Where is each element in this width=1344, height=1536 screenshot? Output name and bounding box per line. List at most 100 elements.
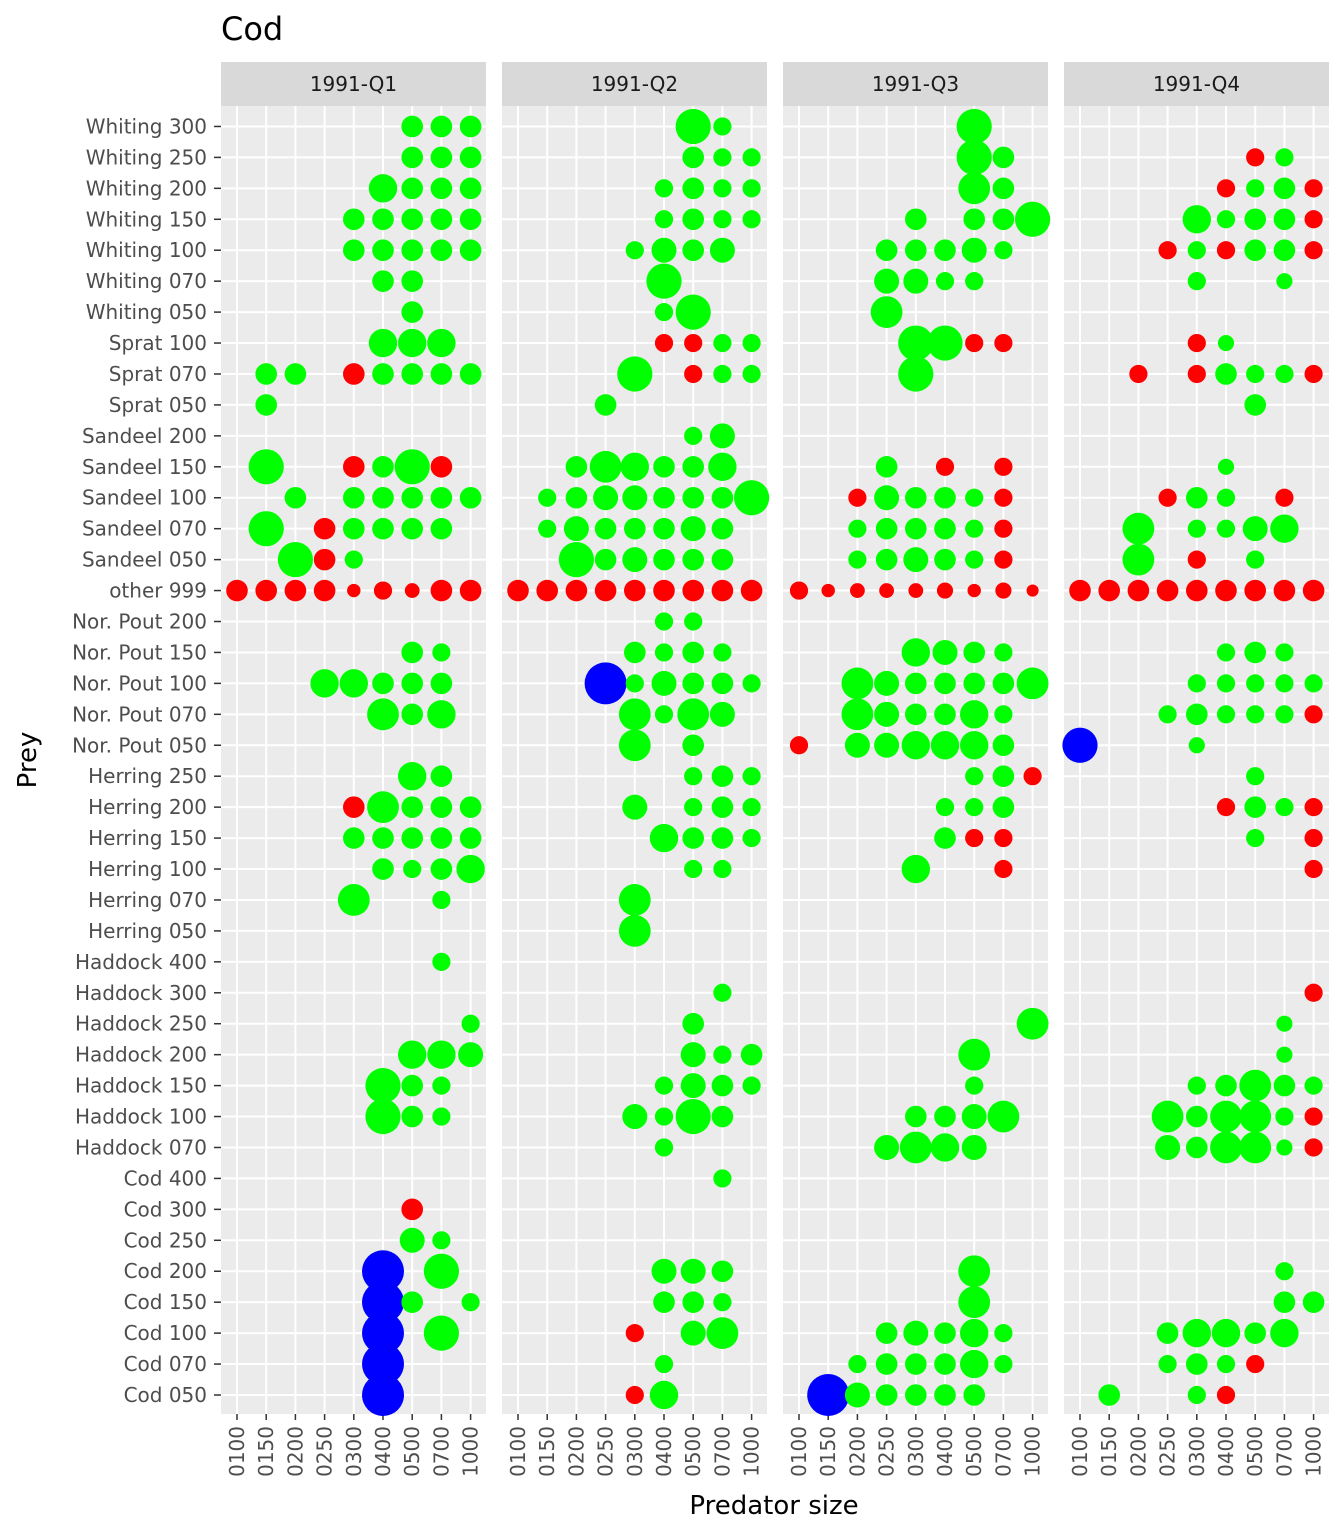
data-point: [875, 1353, 898, 1375]
data-point: [934, 486, 956, 509]
data-point: [1186, 1136, 1208, 1159]
data-point: [994, 333, 1013, 353]
data-point: [313, 517, 336, 540]
data-point: [507, 579, 529, 602]
data-point: [711, 1260, 734, 1283]
data-point: [339, 669, 368, 698]
data-point: [1246, 767, 1265, 786]
y-tick-label: Nor. Pout 200: [72, 610, 207, 634]
facet-panel: 1991-Q3 0100 0150 0200 0250 0300 0400 0500 0700 1…: [783, 62, 1051, 1477]
data-point: [1239, 1100, 1272, 1133]
data-point: [226, 579, 248, 602]
data-point: [963, 208, 985, 231]
y-tick-label: Whiting 070: [86, 269, 207, 293]
data-point: [401, 208, 424, 231]
data-point: [994, 828, 1013, 848]
data-point: [965, 519, 984, 538]
data-point: [565, 486, 588, 509]
data-point: [362, 1312, 404, 1355]
data-point: [1215, 579, 1237, 602]
data-point: [1187, 272, 1206, 291]
data-point: [1217, 458, 1235, 475]
x-tick-label: 1000: [459, 1426, 483, 1477]
data-point: [1216, 210, 1236, 229]
data-point: [625, 241, 644, 260]
data-point: [682, 239, 704, 262]
data-point: [432, 1076, 451, 1095]
data-point: [1304, 179, 1323, 198]
data-point: [934, 1105, 956, 1128]
data-point: [1158, 241, 1177, 260]
data-point: [403, 859, 422, 879]
y-tick-label: Sandeel 070: [82, 517, 207, 541]
data-point: [874, 670, 900, 696]
data-point: [458, 1042, 484, 1068]
y-tick-label: Cod 200: [124, 1259, 207, 1283]
data-point: [706, 1317, 739, 1350]
data-point: [365, 1098, 401, 1135]
data-point: [255, 579, 277, 602]
x-tick-label: 0250: [1156, 1426, 1180, 1477]
data-point: [711, 486, 734, 509]
data-point: [401, 177, 424, 200]
data-point: [459, 579, 482, 602]
y-tick-label: Nor. Pout 050: [72, 733, 207, 757]
data-point: [935, 272, 955, 291]
data-point: [401, 641, 424, 664]
data-point: [875, 1322, 898, 1344]
data-point: [653, 456, 675, 478]
data-point: [1127, 579, 1150, 602]
data-point: [1217, 334, 1235, 352]
y-tick-label: Cod 300: [124, 1197, 207, 1221]
data-point: [625, 1324, 644, 1343]
data-point: [654, 1354, 674, 1374]
facet-strip-label: 1991-Q4: [1153, 72, 1240, 96]
data-point: [1246, 1354, 1265, 1374]
data-point: [684, 426, 703, 445]
data-point: [1188, 737, 1205, 754]
data-point: [1187, 333, 1206, 353]
data-point: [994, 859, 1013, 879]
data-point: [713, 1045, 732, 1064]
data-point: [430, 363, 453, 385]
data-point: [654, 1076, 674, 1095]
x-tick-label: 0150: [816, 1426, 840, 1477]
data-point: [372, 239, 394, 262]
data-point: [713, 364, 732, 384]
data-point: [961, 1134, 987, 1160]
data-point: [401, 796, 424, 818]
data-point: [711, 579, 734, 602]
data-point: [742, 179, 761, 198]
data-point: [848, 550, 867, 569]
data-point: [622, 547, 648, 573]
data-point: [538, 519, 557, 538]
data-point: [1244, 579, 1266, 602]
data-point: [347, 583, 361, 598]
data-point: [284, 579, 307, 602]
data-point: [994, 519, 1013, 538]
data-point: [1026, 584, 1039, 597]
data-point: [310, 669, 339, 698]
data-point: [1244, 394, 1266, 416]
data-point: [459, 208, 482, 231]
data-point: [343, 486, 365, 509]
data-point: [1210, 1100, 1242, 1133]
data-point: [901, 731, 930, 760]
data-point: [870, 296, 903, 328]
data-point: [713, 210, 732, 229]
data-point: [1187, 364, 1206, 384]
y-tick-label: Haddock 300: [75, 981, 207, 1005]
data-point: [313, 579, 336, 602]
data-point: [908, 583, 924, 598]
data-point: [456, 854, 485, 884]
data-point: [255, 363, 277, 385]
data-point: [1275, 488, 1294, 507]
data-point: [994, 705, 1013, 724]
data-point: [680, 516, 706, 542]
data-point: [1273, 579, 1296, 602]
data-point: [1270, 514, 1299, 543]
data-point: [742, 148, 761, 167]
data-point: [248, 449, 284, 485]
data-point: [653, 548, 675, 571]
data-point: [372, 456, 394, 478]
